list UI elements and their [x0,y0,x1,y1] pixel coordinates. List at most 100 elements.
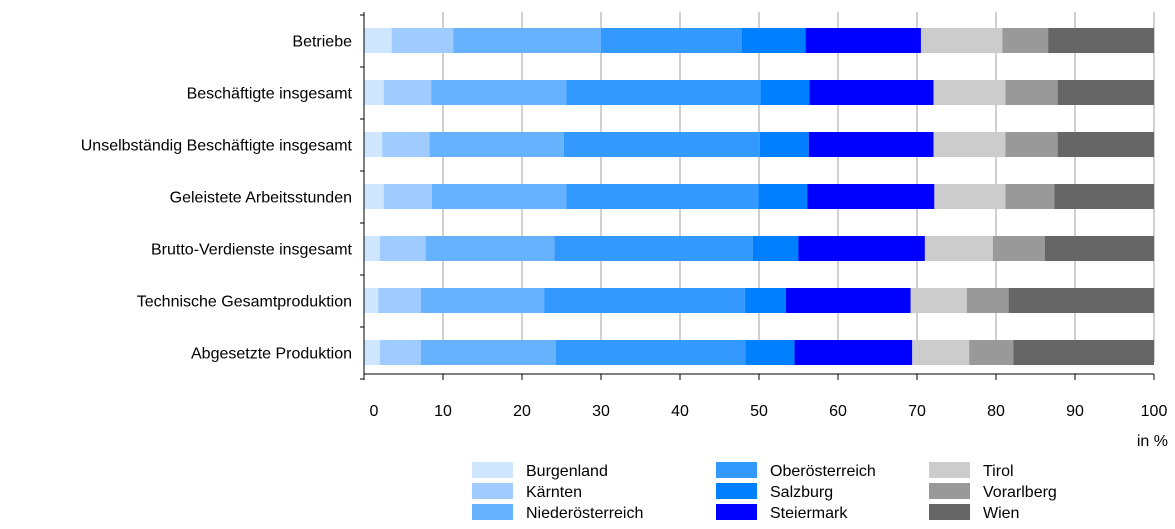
category-label: Geleistete Arbeitsstunden [170,190,352,207]
bar-segment [746,340,795,365]
bar-segment [912,340,969,365]
bar-segment [364,340,380,365]
x-tick-label: 100 [1141,403,1168,420]
bar-segment [786,288,911,313]
bar-segment [392,28,454,53]
bar-segment [601,28,742,53]
bar-segment [807,184,934,209]
x-tick-label: 0 [370,403,379,420]
bar-segment [1009,288,1154,313]
bar-segment [745,288,786,313]
bar-segment [364,80,384,105]
bar-segment [1058,80,1154,105]
bar-segment [378,288,421,313]
category-label: Beschäftigte insgesamt [187,86,353,103]
legend-swatch [716,504,757,520]
bar-segment [758,184,807,209]
bar-segment [426,236,555,261]
bar-segment [453,28,601,53]
legend-swatch [716,462,757,478]
legend-swatch [472,504,513,520]
legend-label: Steiermark [770,505,848,522]
bar-segment [364,184,384,209]
bar-segment [364,132,382,157]
bar-segment [809,132,934,157]
bar-segment [934,184,1005,209]
legend-swatch [929,504,970,520]
bar-segment [566,80,760,105]
bar-segment [1005,184,1054,209]
x-tick-label: 50 [750,403,768,420]
bar-segment [564,132,760,157]
bar-segment [925,236,993,261]
bar-segment [969,340,1013,365]
x-tick-label: 90 [1066,403,1084,420]
legend-label: Vorarlberg [983,484,1057,501]
bar-segment [364,236,380,261]
category-label: Technische Gesamtproduktion [137,294,352,311]
bar-segment [556,340,746,365]
legend-label: Burgenland [526,463,608,480]
x-tick-label: 60 [829,403,847,420]
legend-label: Oberösterreich [770,463,876,480]
x-tick-label: 40 [671,403,689,420]
legend-label: Wien [983,505,1019,522]
category-label: Unselbständig Beschäftigte insgesamt [81,138,353,155]
bar-segment [1058,132,1154,157]
bar-segment [810,80,934,105]
tick-labels: 0 10 20 30 40 50 60 70 80 90 100 in % [370,403,1168,450]
bar-segment [1013,340,1154,365]
bar-segment [1005,80,1057,105]
legend: Burgenland Kärnten Niederösterreich Oberöst… [472,462,1057,522]
category-labels: Betriebe Beschäftigte insgesamt Unselbstän… [81,34,353,363]
category-label: Brutto-Verdienste insgesamt [151,242,353,259]
legend-label: Kärnten [526,484,582,501]
bar-segment [566,184,758,209]
bar-segment [993,236,1045,261]
bar-segment [1002,28,1048,53]
x-tick-label: 20 [513,403,531,420]
bar-segment [554,236,752,261]
legend-swatch [716,483,757,499]
bar-segment [911,288,967,313]
bar-segment [432,184,566,209]
x-tick-label: 10 [434,403,452,420]
bar-segment [806,28,921,53]
bar-segment [1054,184,1154,209]
bar-segment [934,80,1006,105]
x-axis-unit: in % [1137,433,1168,450]
bar-segment [431,80,566,105]
bar-segment [795,340,913,365]
x-tick-label: 70 [908,403,926,420]
bar-segment [742,28,806,53]
legend-swatch [929,462,970,478]
legend-swatch [929,483,970,499]
bar-segment [380,340,421,365]
bar-segment [753,236,799,261]
bar-segment [799,236,925,261]
bar-segment [382,132,429,157]
bar-segment [430,132,564,157]
bar-segment [380,236,426,261]
category-label: Betriebe [292,34,352,51]
category-label: Abgesetzte Produktion [191,346,352,363]
bar-segment [364,288,378,313]
legend-swatch [472,462,513,478]
legend-label: Niederösterreich [526,505,643,522]
bar-segment [761,80,810,105]
x-tick-label: 30 [592,403,610,420]
bar-segment [1005,132,1057,157]
bar-segment [760,132,809,157]
legend-label: Tirol [983,463,1014,480]
bar-segment [384,184,432,209]
bar-segment [921,28,1002,53]
bar-segment [384,80,431,105]
bar-segment [934,132,1006,157]
legend-swatch [472,483,513,499]
legend-label: Salzburg [770,484,833,501]
bar-segment [1048,28,1154,53]
bar-segment [1045,236,1154,261]
bar-segment [364,28,392,53]
